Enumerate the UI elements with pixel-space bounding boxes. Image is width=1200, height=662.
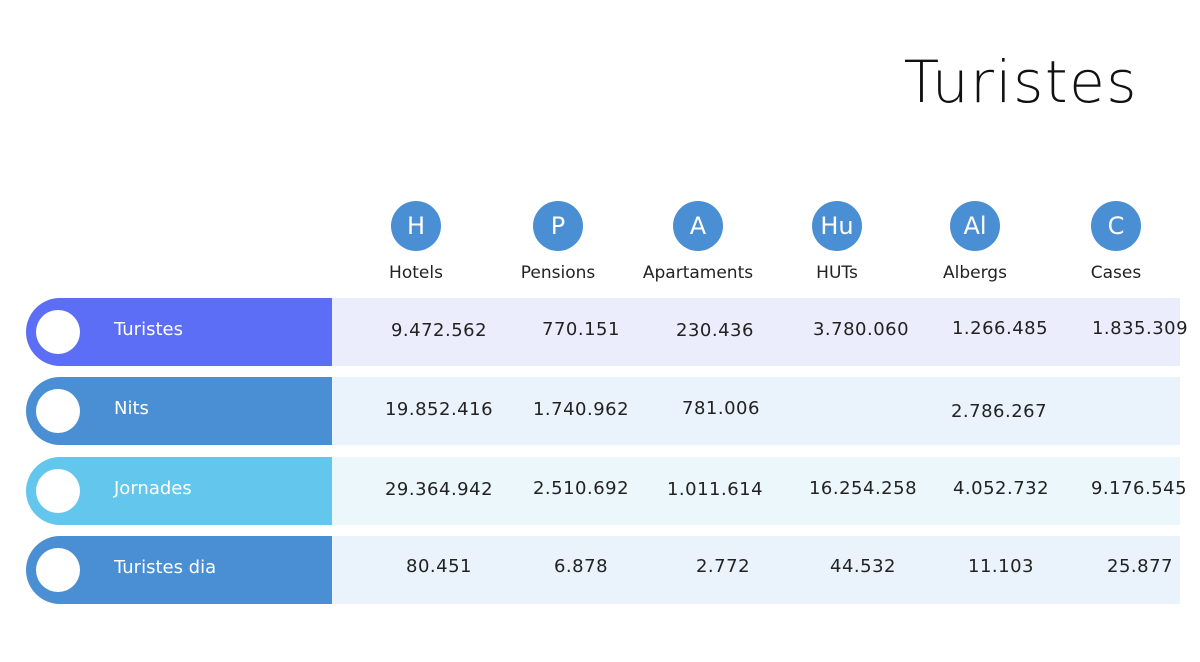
row-marker-icon [36, 469, 80, 513]
row-label-pill: Nits [26, 377, 332, 445]
row-data: 29.364.942 2.510.692 1.011.614 16.254.25… [332, 457, 1187, 525]
row-label-pill: Jornades [26, 457, 332, 525]
apartaments-icon: A [673, 201, 723, 251]
cell-pensions: 6.878 [553, 556, 609, 577]
row-label: Turistes dia [114, 557, 217, 578]
row-data: 80.451 6.878 2.772 44.532 11.103 25.877 [332, 536, 1180, 604]
cell-apartaments: 1.011.614 [666, 479, 764, 500]
cell-apartaments: 230.436 [676, 320, 754, 341]
cell-hotels: 19.852.416 [384, 399, 494, 420]
row-label-pill: Turistes dia [26, 536, 332, 604]
row-marker-icon [36, 548, 80, 592]
table-row-turistes: Turistes 9.472.562 770.151 230.436 3.780… [26, 298, 1188, 366]
cell-hotels: 9.472.562 [390, 320, 488, 341]
cell-huts: 16.254.258 [808, 478, 918, 499]
pensions-icon: P [533, 201, 583, 251]
cell-albergs: 2.786.267 [950, 401, 1048, 422]
cell-hotels: 80.451 [406, 556, 472, 577]
huts-icon: Hu [812, 201, 862, 251]
page-title: Turistes [903, 48, 1138, 116]
table-row-turistes-dia: Turistes dia 80.451 6.878 2.772 44.532 1… [26, 536, 1180, 604]
row-marker-icon [36, 310, 80, 354]
cell-hotels: 29.364.942 [384, 479, 494, 500]
column-header-pensions: P Pensions [488, 201, 628, 283]
albergs-icon: Al [950, 201, 1000, 251]
cell-albergs: 4.052.732 [952, 478, 1050, 499]
hotels-icon: H [391, 201, 441, 251]
column-label: Cases [1090, 263, 1142, 283]
column-label: Pensions [520, 263, 596, 283]
row-data: 9.472.562 770.151 230.436 3.780.060 1.26… [332, 298, 1188, 366]
column-label: Albergs [943, 263, 1007, 283]
table-row-jornades: Jornades 29.364.942 2.510.692 1.011.614 … [26, 457, 1187, 525]
table-row-nits: Nits 19.852.416 1.740.962 781.006 2.786.… [26, 377, 1180, 445]
cell-pensions: 770.151 [542, 319, 620, 340]
cell-huts: 44.532 [830, 556, 896, 577]
cell-cases: 1.835.309 [1091, 318, 1189, 339]
cell-cases: 9.176.545 [1090, 478, 1188, 499]
row-label: Nits [114, 398, 149, 419]
column-header-albergs: Al Albergs [905, 201, 1045, 283]
column-label: Hotels [389, 263, 443, 283]
cell-huts: 3.780.060 [812, 319, 910, 340]
cell-apartaments: 781.006 [682, 398, 760, 419]
cell-apartaments: 2.772 [695, 556, 751, 577]
cell-pensions: 1.740.962 [532, 399, 630, 420]
column-header-cases: C Cases [1046, 201, 1186, 283]
column-header-hotels: H Hotels [346, 201, 486, 283]
cell-albergs: 1.266.485 [951, 318, 1049, 339]
row-label: Turistes [114, 319, 183, 340]
cases-icon: C [1091, 201, 1141, 251]
cell-pensions: 2.510.692 [532, 478, 630, 499]
cell-cases: 25.877 [1107, 556, 1173, 577]
column-label: HUTs [816, 263, 858, 283]
row-label-pill: Turistes [26, 298, 332, 366]
row-data: 19.852.416 1.740.962 781.006 2.786.267 [332, 377, 1180, 445]
column-header-apartaments: A Apartaments [628, 201, 768, 283]
column-header-huts: Hu HUTs [767, 201, 907, 283]
cell-albergs: 11.103 [968, 556, 1034, 577]
column-label: Apartaments [642, 263, 754, 283]
row-marker-icon [36, 389, 80, 433]
row-label: Jornades [114, 478, 192, 499]
